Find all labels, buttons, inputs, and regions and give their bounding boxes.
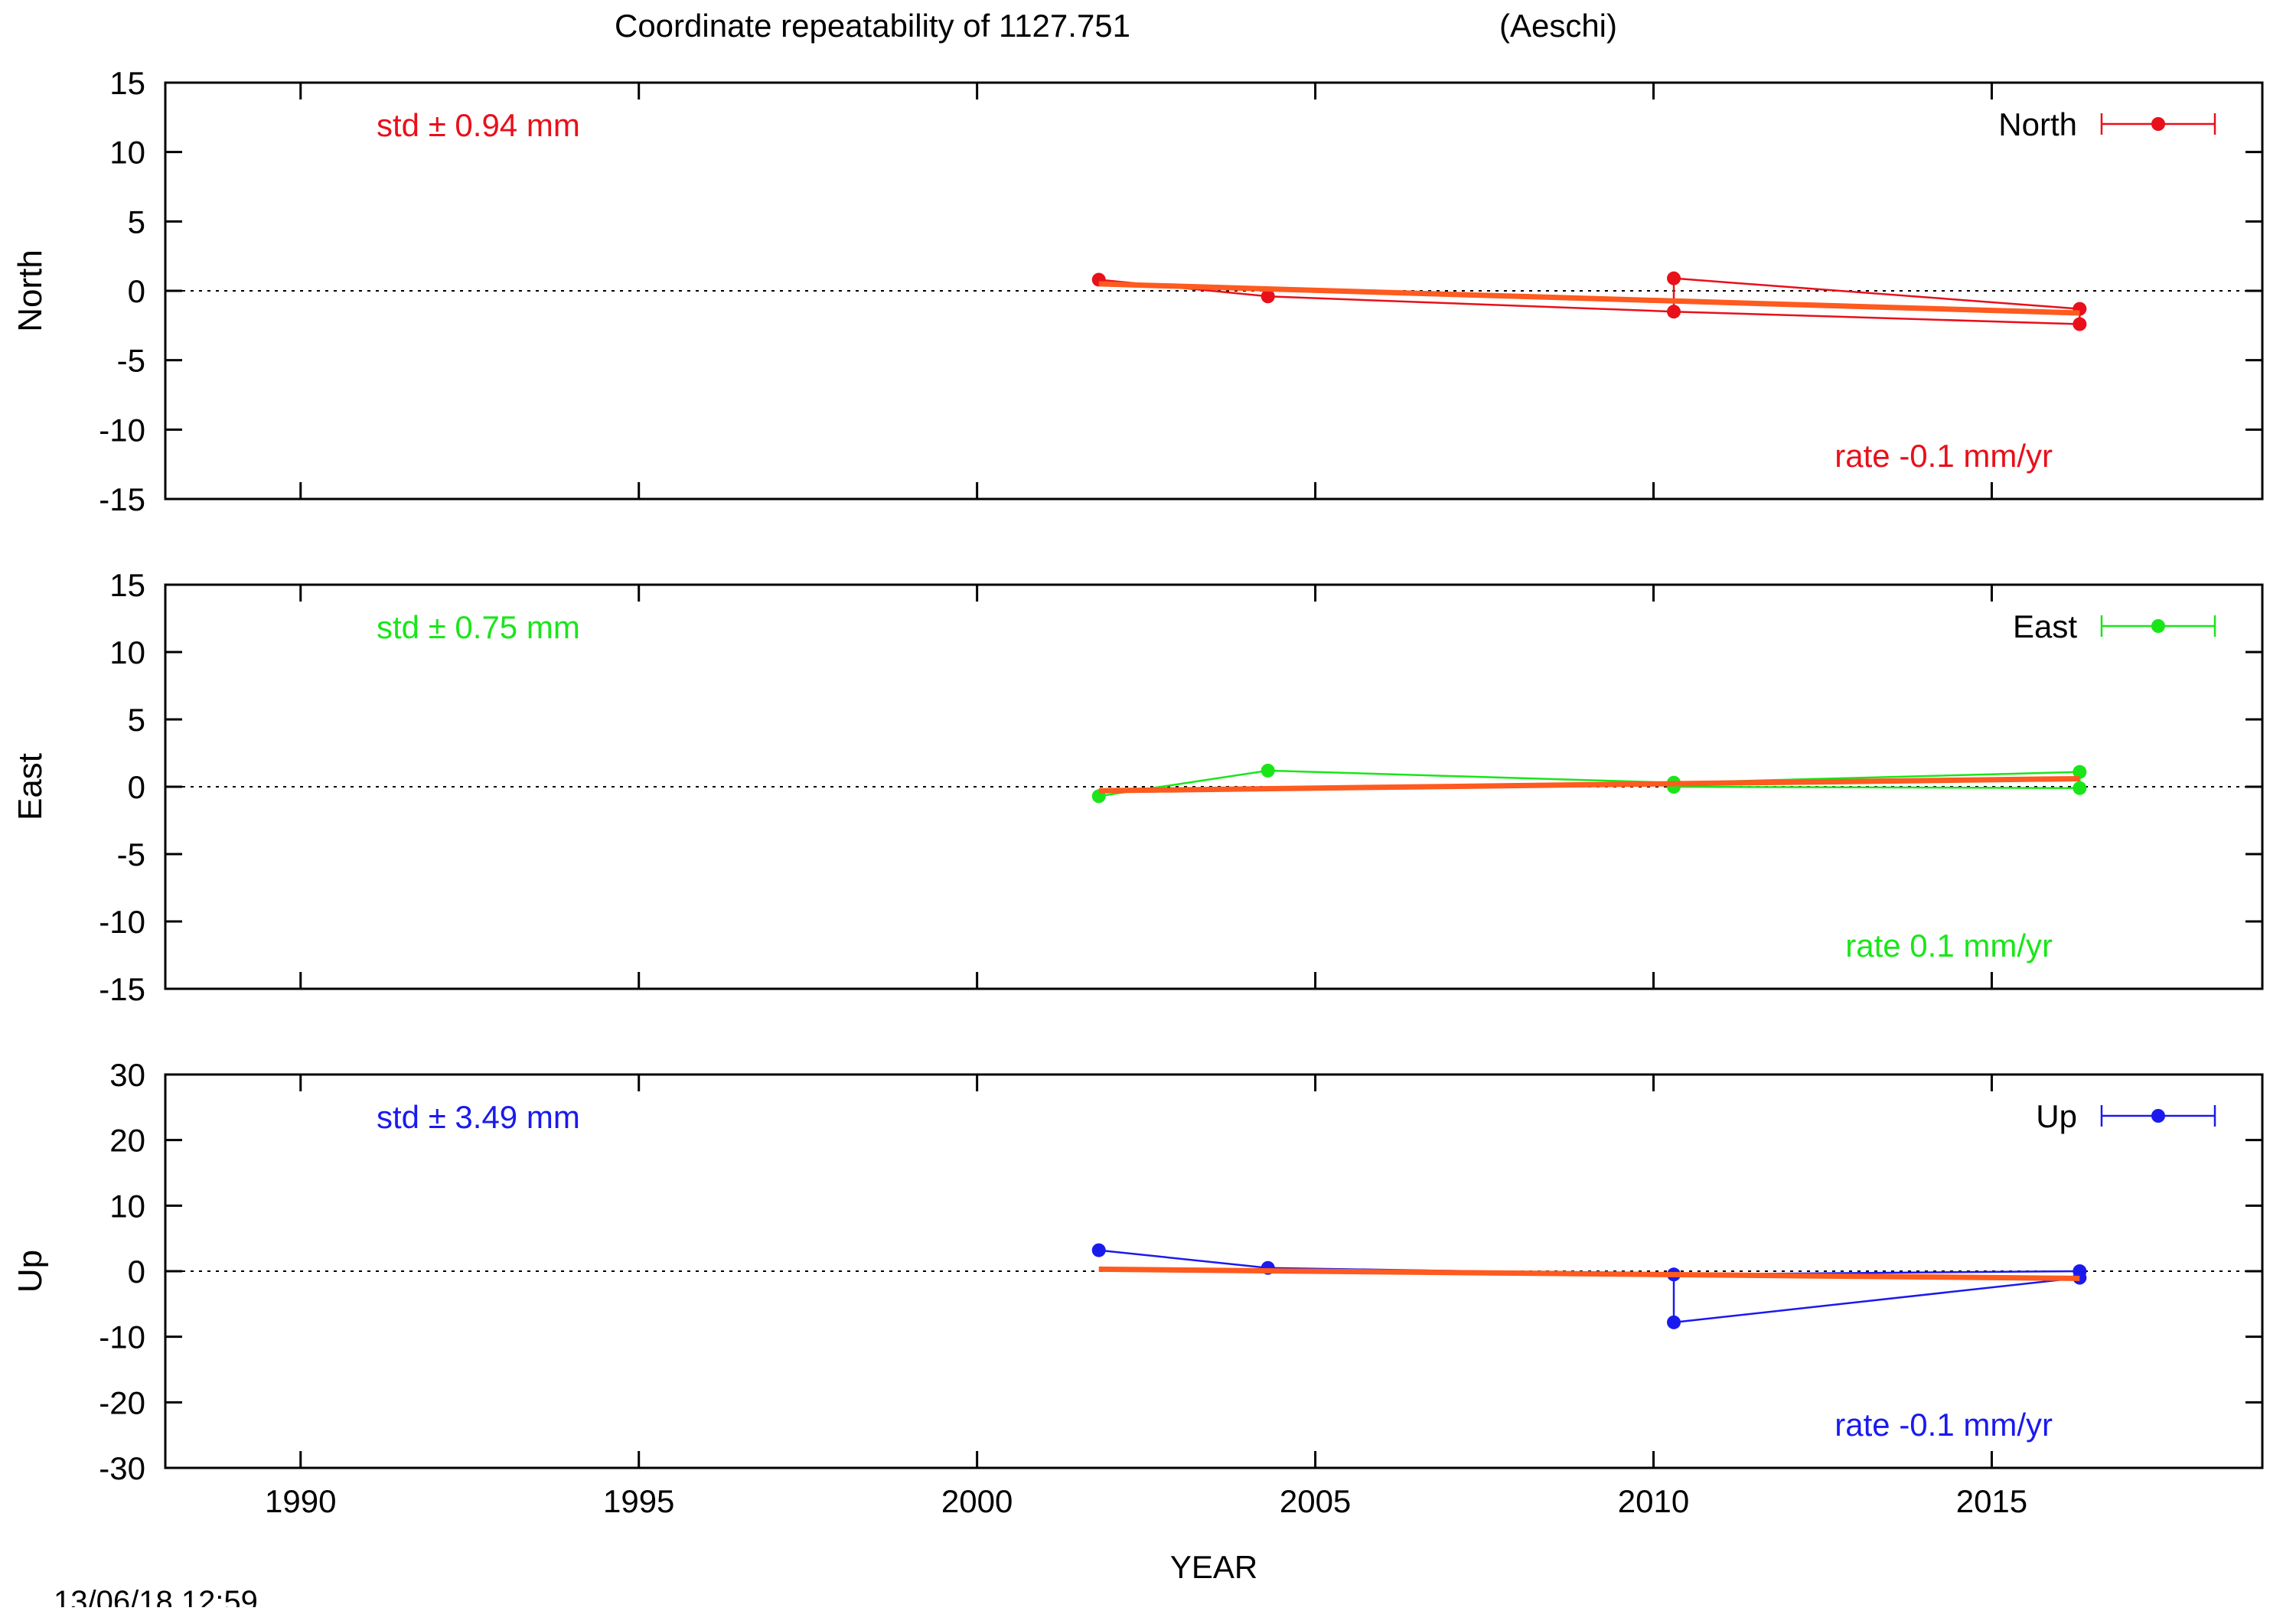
y-axis-label: Up	[11, 1250, 49, 1293]
y-tick-label: 0	[128, 1254, 145, 1290]
legend-marker	[2151, 117, 2165, 131]
data-point	[1667, 271, 1681, 285]
data-point	[1261, 289, 1275, 304]
y-tick-label: -10	[99, 1319, 145, 1355]
y-tick-label: 15	[109, 65, 145, 101]
std-annotation: std ± 3.49 mm	[377, 1099, 580, 1135]
y-tick-label: 10	[109, 135, 145, 171]
trend-line	[1098, 775, 2080, 794]
panel-east: 15 10 5 0 -5 -10 -15 East std ± 0.75 mm rate 0.1 …	[11, 567, 2264, 1007]
series-line-1	[1098, 769, 2080, 797]
legend-marker	[2151, 1109, 2165, 1123]
y-tick-label: -10	[99, 904, 145, 940]
rate-annotation: rate -0.1 mm/yr	[1835, 438, 2053, 474]
rate-annotation: rate 0.1 mm/yr	[1845, 928, 2053, 964]
y-tick-label: -5	[117, 343, 145, 379]
y-tick-label: -5	[117, 836, 145, 872]
data-point	[2073, 317, 2087, 331]
figure-title: Coordinate repeatability of 1127.751	[615, 8, 1130, 44]
plot-frame	[164, 583, 2264, 990]
y-tick-label: 20	[109, 1123, 145, 1159]
legend-label: East	[2013, 608, 2077, 644]
data-point	[2073, 765, 2087, 779]
std-annotation: std ± 0.94 mm	[377, 107, 580, 143]
series-line-2	[1674, 785, 2080, 790]
series-line-2	[1673, 1277, 2080, 1324]
data-point	[1667, 305, 1681, 319]
y-axis-label: North	[11, 249, 49, 332]
x-tick-label: 2005	[1280, 1483, 1351, 1519]
panels-group: 15 10 5 0 -5 -10 -15 North std ± 0.94 mm rate -0.…	[11, 65, 2264, 1519]
x-tick-label: 1995	[603, 1483, 674, 1519]
data-point	[2073, 781, 2087, 795]
legend-label: Up	[2036, 1098, 2077, 1134]
plot-frame	[164, 1073, 2264, 1469]
y-tick-label: 5	[128, 702, 145, 738]
y-tick-label: -15	[99, 971, 145, 1007]
y-axis-label: East	[11, 753, 49, 820]
y-tick-label: 10	[109, 634, 145, 670]
station-name: (Aeschi)	[1499, 8, 1617, 44]
y-tick-label: 30	[109, 1057, 145, 1093]
x-tick-label: 2010	[1618, 1483, 1689, 1519]
y-tick-label: -15	[99, 481, 145, 517]
y-tick-label: 0	[128, 769, 145, 805]
y-tick-label: 5	[128, 204, 145, 240]
timestamp: 13/06/18 12:59	[54, 1585, 258, 1607]
x-tick-label: 2000	[941, 1483, 1013, 1519]
data-point	[1667, 1315, 1681, 1329]
rate-annotation: rate -0.1 mm/yr	[1835, 1407, 2053, 1443]
panel-north: 15 10 5 0 -5 -10 -15 North std ± 0.94 mm rate -0.…	[11, 65, 2264, 517]
legend-marker	[2151, 619, 2165, 633]
y-tick-label: -20	[99, 1384, 145, 1420]
trend-line	[1098, 1266, 2080, 1281]
data-point	[1091, 1243, 1106, 1257]
y-tick-label: 15	[109, 567, 145, 603]
std-annotation: std ± 0.75 mm	[377, 609, 580, 645]
trend-line	[1098, 281, 2080, 316]
x-tick-label: 2015	[1956, 1483, 2027, 1519]
legend-label: North	[1998, 106, 2077, 142]
x-axis-label: YEAR	[1170, 1549, 1257, 1585]
plot-frame	[164, 81, 2264, 501]
y-tick-label: -10	[99, 412, 145, 448]
y-tick-label: 10	[109, 1188, 145, 1224]
y-tick-label: -30	[99, 1450, 145, 1486]
series-line-2	[1673, 277, 2080, 310]
x-tick-label: 1990	[265, 1483, 336, 1519]
y-tick-label: 0	[128, 273, 145, 309]
data-point	[1261, 763, 1275, 778]
